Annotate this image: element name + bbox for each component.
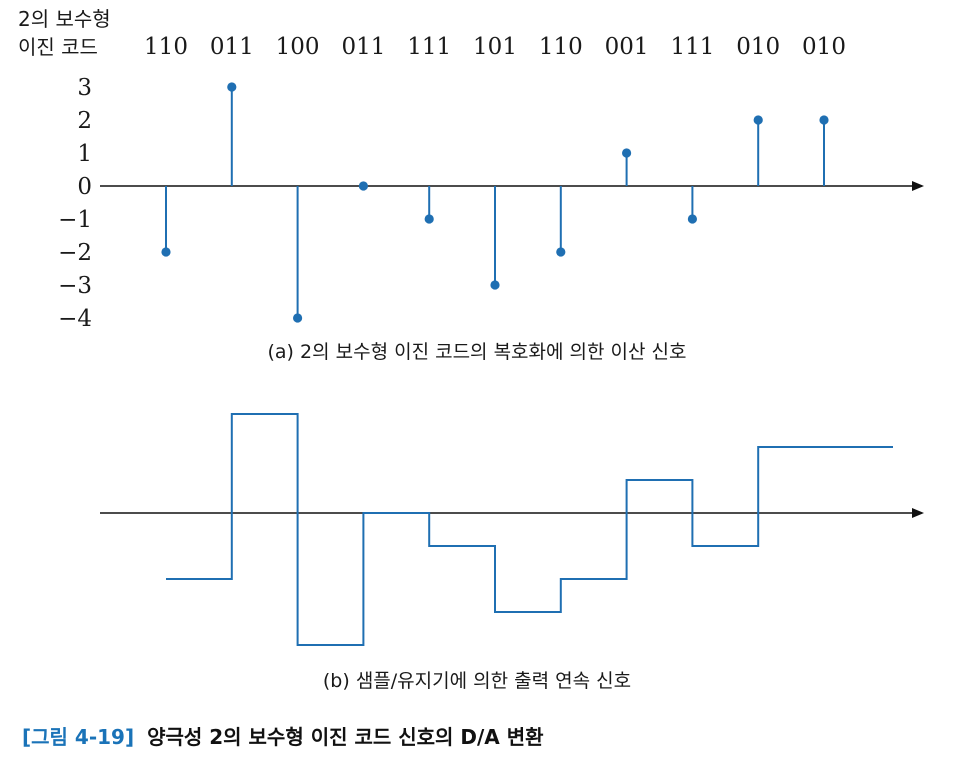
stem-point bbox=[161, 247, 171, 257]
code-label: 111 bbox=[407, 34, 451, 60]
chart-a-caption: (a) 2의 보수형 이진 코드의 복호화에 의한 이산 신호 bbox=[268, 341, 687, 363]
code-label: 101 bbox=[473, 34, 517, 60]
y-tick-label: 3 bbox=[77, 75, 92, 101]
code-label-line2: 이진 코드 bbox=[18, 35, 98, 59]
code-label: 010 bbox=[802, 34, 846, 60]
stem-point bbox=[687, 214, 698, 224]
code-label-line1: 2의 보수형 bbox=[18, 7, 111, 31]
stem-point bbox=[622, 148, 632, 158]
y-tick-label: −4 bbox=[58, 306, 92, 332]
stem-point bbox=[753, 115, 763, 125]
code-label: 110 bbox=[144, 34, 188, 60]
figure-title: 양극성 2의 보수형 이진 코드 신호의 D/A 변환 bbox=[147, 725, 544, 749]
stem-point bbox=[227, 82, 237, 92]
stem-series bbox=[161, 82, 829, 323]
figure-caption: [그림 4-19] 양극성 2의 보수형 이진 코드 신호의 D/A 변환 bbox=[22, 725, 544, 749]
y-tick-label: 0 bbox=[77, 174, 92, 200]
y-axis-tick-labels: 3 2 1 0 −1 −2 −3 −4 bbox=[58, 75, 92, 332]
code-labels-row: 110 011 100 011 111 101 110 001 111 010 010 bbox=[144, 34, 846, 60]
stem-point bbox=[819, 115, 829, 125]
code-label: 011 bbox=[210, 34, 254, 60]
code-label: 100 bbox=[276, 34, 320, 60]
chart-b-caption: (b) 샘플/유지기에 의한 출력 연속 신호 bbox=[323, 670, 631, 692]
stem-point bbox=[424, 214, 434, 224]
y-tick-label: −2 bbox=[58, 240, 92, 266]
code-label: 011 bbox=[341, 34, 385, 60]
stem-point bbox=[490, 280, 500, 290]
code-label: 010 bbox=[736, 34, 780, 60]
figure-number: [그림 4-19] bbox=[22, 725, 134, 749]
stem-point bbox=[358, 181, 368, 191]
stem-point bbox=[293, 313, 303, 323]
y-tick-label: 1 bbox=[77, 141, 92, 167]
y-tick-label: −1 bbox=[58, 207, 92, 233]
step-signal-line bbox=[166, 413, 893, 646]
discrete-signal-chart: 3 2 1 0 −1 −2 −3 −4 bbox=[58, 75, 924, 332]
y-tick-label: 2 bbox=[77, 108, 92, 134]
continuous-signal-chart bbox=[100, 413, 924, 646]
stem-point bbox=[556, 247, 566, 257]
code-label: 111 bbox=[670, 34, 714, 60]
code-label: 001 bbox=[605, 34, 649, 60]
code-label: 110 bbox=[539, 34, 583, 60]
y-tick-label: −3 bbox=[58, 273, 92, 299]
